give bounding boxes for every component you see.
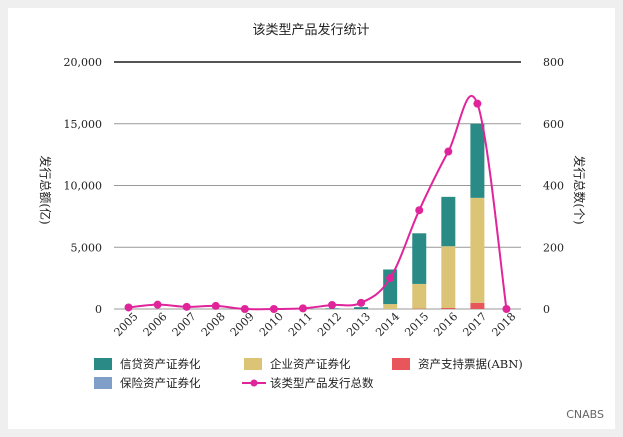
bar-segment xyxy=(412,283,427,309)
count-point xyxy=(269,305,278,313)
bar-segment xyxy=(441,246,456,309)
bar-segment xyxy=(441,196,456,247)
x-tick-label: 2009 xyxy=(228,310,257,339)
x-tick-label: 2011 xyxy=(286,310,315,339)
y-tick-right: 600 xyxy=(543,118,564,131)
x-tick-label: 2015 xyxy=(402,310,431,339)
issuance-chart: 该类型产品发行统计 0 0 5,000 200 10,000 400 15,000 600 20… xyxy=(38,22,604,421)
legend-line-marker xyxy=(250,379,258,387)
y-tick-left: 0 xyxy=(95,303,102,316)
bar-segment xyxy=(470,123,485,198)
line-series xyxy=(124,94,511,313)
grid-lines xyxy=(114,61,521,310)
x-tick-label: 2010 xyxy=(257,310,286,339)
legend-swatch xyxy=(392,358,410,370)
count-point xyxy=(502,305,511,313)
y-tick-right: 200 xyxy=(543,241,564,254)
legend-label: 企业资产证券化 xyxy=(270,357,351,371)
count-point xyxy=(182,302,191,311)
y-tick-right: 400 xyxy=(543,180,564,193)
bar-segment xyxy=(470,302,485,309)
y-tick-left: 5,000 xyxy=(71,241,103,254)
y-axis-left-label: 发行总额(亿) xyxy=(38,155,53,224)
legend-swatch xyxy=(244,358,262,370)
x-tick-label: 2008 xyxy=(199,310,228,339)
bar-segment xyxy=(412,233,427,284)
count-point xyxy=(357,298,366,307)
count-point xyxy=(153,300,162,309)
legend: 信贷资产证券化 企业资产证券化 资产支持票据(ABN) 保险资产证券化 该类型产品发行总… xyxy=(94,357,523,390)
count-point xyxy=(386,274,395,283)
legend-label: 信贷资产证券化 xyxy=(120,357,201,371)
chart-card: 该类型产品发行统计 0 0 5,000 200 10,000 400 15,000 600 20… xyxy=(8,8,615,429)
y-tick-right: 0 xyxy=(543,303,550,316)
count-point xyxy=(124,303,133,312)
legend-label: 该类型产品发行总数 xyxy=(270,376,374,390)
x-tick-label: 2006 xyxy=(141,310,170,339)
x-tick-label: 2013 xyxy=(344,310,373,339)
x-tick-label: 2005 xyxy=(112,310,141,339)
x-tick-label: 2014 xyxy=(373,310,402,339)
legend-swatch xyxy=(94,377,112,389)
axes: 0 0 5,000 200 10,000 400 15,000 600 20,000 800 200… xyxy=(64,56,565,339)
count-point xyxy=(444,147,453,156)
x-tick-label: 2018 xyxy=(489,310,518,339)
y-tick-left: 10,000 xyxy=(64,180,103,193)
x-tick-label: 2007 xyxy=(170,310,199,339)
count-point xyxy=(473,99,482,108)
x-tick-label: 2012 xyxy=(315,310,344,339)
count-point xyxy=(211,301,220,310)
chart-title: 该类型产品发行统计 xyxy=(252,22,369,38)
bar-segment xyxy=(354,307,369,309)
bars xyxy=(325,123,485,309)
count-point xyxy=(328,300,337,309)
count-point xyxy=(415,206,424,215)
legend-label: 保险资产证券化 xyxy=(120,376,201,390)
x-tick-label: 2016 xyxy=(431,310,460,339)
bar-segment xyxy=(441,308,456,309)
y-tick-left: 15,000 xyxy=(64,118,103,131)
y-axis-right-label: 发行总数(个) xyxy=(572,155,587,224)
bar-segment xyxy=(383,304,398,309)
x-tick-label: 2017 xyxy=(460,310,489,339)
bar-segment xyxy=(470,197,485,303)
legend-swatch xyxy=(94,358,112,370)
count-point xyxy=(240,305,249,313)
legend-label: 资产支持票据(ABN) xyxy=(418,357,523,371)
source-label: CNABS xyxy=(566,408,604,421)
y-tick-right: 800 xyxy=(543,56,564,69)
y-tick-left: 20,000 xyxy=(64,56,103,69)
count-point xyxy=(298,304,307,313)
